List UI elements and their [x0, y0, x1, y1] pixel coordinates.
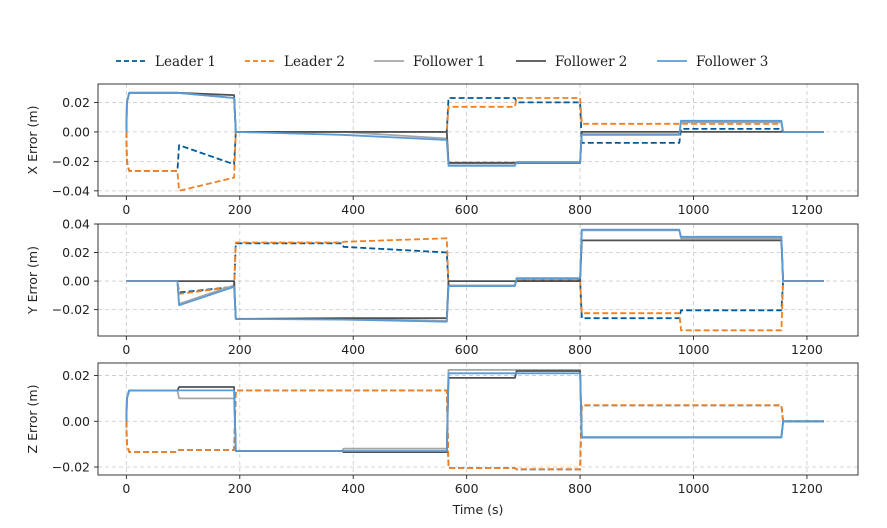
legend-label-2: Leader 2 [284, 54, 345, 70]
x-tick-label-z-0: 0 [122, 481, 130, 496]
panels: 0 200 400 600 800 1000 1200 −0.04 −0.02 0.00 0.02 X… [25, 83, 859, 517]
panel-z: 0 200 400 600 800 1000 1200 −0.02 0.00 0.02 Z Erro… [25, 362, 859, 517]
series-group-z [125, 368, 824, 471]
legend: Leader 1 Leader 2 Follower 1 Follower 2 Foll… [116, 54, 768, 70]
y-axis-label-x: X Error (m) [25, 106, 40, 175]
grid-x [98, 84, 858, 196]
series-y-follower-3 [126, 228, 824, 323]
x-tick-label-z-4: 800 [568, 481, 592, 496]
y-tick-label-y-0: −0.02 [52, 302, 90, 317]
x-tick-label-x-6: 1200 [791, 202, 823, 217]
x-tick-label-y-3: 600 [455, 342, 479, 357]
panel-x: 0 200 400 600 800 1000 1200 −0.04 −0.02 0.00 0.02 X… [25, 83, 859, 217]
series-x-follower-3 [125, 91, 824, 167]
series-x-follower-2 [125, 91, 824, 164]
series-x-follower-1 [125, 91, 824, 165]
y-tick-label-x-3: 0.02 [62, 95, 90, 110]
x-tick-label-y-2: 400 [341, 342, 365, 357]
legend-label-1: Leader 1 [155, 54, 216, 70]
x-tick-label-x-4: 800 [568, 202, 592, 217]
series-y-leader-2 [126, 237, 824, 332]
series-group-x [125, 91, 824, 192]
x-tick-label-z-5: 1000 [678, 481, 710, 496]
legend-label-5: Follower 3 [696, 54, 768, 70]
y-tick-label-y-1: 0.00 [62, 274, 90, 289]
y-tick-label-x-0: −0.04 [52, 183, 90, 198]
x-axis-label-z: Time (s) [452, 502, 504, 517]
legend-label-3: Follower 1 [413, 54, 485, 70]
series-z-leader-1 [125, 389, 824, 471]
x-tick-label-z-6: 1200 [791, 481, 823, 496]
series-y-follower-2 [126, 239, 824, 320]
panel-y: 0 200 400 600 800 1000 1200 −0.02 0.00 0.02 0.04 Y … [25, 217, 859, 357]
axes-frame-y [97, 223, 859, 337]
axes-frame-z [97, 362, 859, 476]
series-group-y [126, 228, 824, 332]
y-tick-label-y-2: 0.02 [62, 245, 90, 260]
series-z-follower-3 [125, 372, 824, 452]
x-tick-label-x-5: 1000 [678, 202, 710, 217]
y-tick-label-x-2: 0.00 [62, 124, 90, 139]
series-z-leader-2 [125, 389, 824, 471]
x-tick-label-y-6: 1200 [791, 342, 823, 357]
y-axis-label-y: Y Error (m) [25, 246, 40, 315]
x-tick-label-z-3: 600 [455, 481, 479, 496]
x-tick-label-y-4: 800 [568, 342, 592, 357]
x-tick-label-z-1: 200 [228, 481, 252, 496]
series-y-follower-1 [126, 229, 824, 322]
x-tick-label-x-3: 600 [455, 202, 479, 217]
y-tick-label-y-3: 0.04 [62, 217, 90, 232]
series-z-follower-1 [125, 368, 824, 452]
x-tick-label-y-5: 1000 [678, 342, 710, 357]
grid-z [98, 363, 858, 475]
series-x-leader-2 [125, 97, 824, 192]
x-tick-label-y-1: 200 [228, 342, 252, 357]
x-tick-label-x-2: 400 [341, 202, 365, 217]
y-tick-label-x-1: −0.02 [52, 154, 90, 169]
series-z-follower-2 [125, 370, 824, 454]
y-axis-label-z: Z Error (m) [25, 385, 40, 454]
x-tick-label-x-0: 0 [122, 202, 130, 217]
x-tick-label-z-2: 400 [341, 481, 365, 496]
y-tick-label-z-2: 0.02 [62, 368, 90, 383]
y-tick-label-z-1: 0.00 [62, 414, 90, 429]
y-tick-label-z-0: −0.02 [52, 460, 90, 475]
axes-frame-x [97, 83, 859, 197]
x-tick-label-y-0: 0 [122, 342, 130, 357]
legend-label-4: Follower 2 [555, 54, 627, 70]
x-tick-label-x-1: 200 [228, 202, 252, 217]
series-x-leader-1 [125, 97, 824, 172]
